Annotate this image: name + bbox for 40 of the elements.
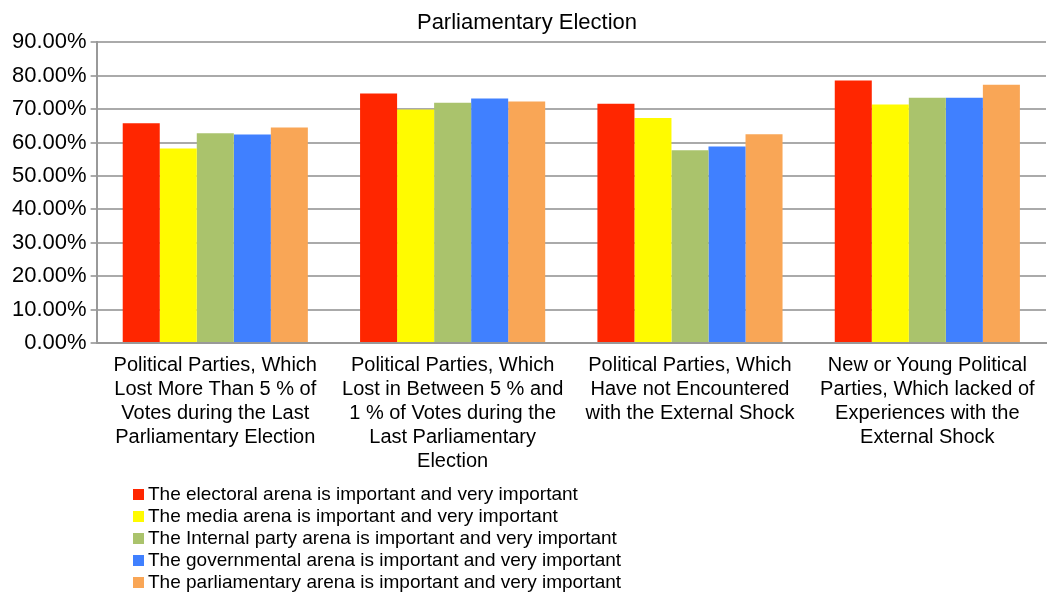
- x-tick-label: Political Parties, Which Have not Encountered with the External Shock: [584, 352, 796, 423]
- legend-label: The electoral arena is important and very important: [148, 483, 578, 505]
- bar: [745, 134, 783, 342]
- bar: [871, 104, 909, 342]
- bar: [159, 148, 197, 342]
- bar: [634, 117, 672, 342]
- y-tick-label: 0.00%: [24, 329, 87, 355]
- legend-label: The governmental arena is important and very important: [148, 549, 622, 571]
- bar: [360, 93, 398, 342]
- bar: [196, 133, 234, 342]
- bar: [945, 97, 983, 342]
- bar: [471, 98, 509, 342]
- y-tick-label: 90.00%: [11, 28, 87, 54]
- y-tick-label: 70.00%: [11, 95, 87, 121]
- bar: [508, 101, 546, 342]
- bar: [397, 109, 435, 342]
- x-tick-label: New or Young Political Parties, Which lacked of Experiences with the External Shock: [820, 352, 1036, 447]
- bar: [434, 102, 472, 342]
- y-tick-label: 30.00%: [11, 228, 87, 254]
- legend-label: The media arena is important and very important: [148, 505, 558, 527]
- bar: [834, 80, 872, 342]
- bar: [270, 127, 308, 342]
- chart-title: Parliamentary Election: [416, 9, 638, 35]
- y-tick-label: 60.00%: [11, 128, 87, 154]
- bar: [597, 103, 635, 342]
- y-tick-label: 20.00%: [11, 262, 87, 288]
- y-tick-label: 10.00%: [11, 295, 87, 321]
- bar: [982, 84, 1020, 342]
- x-tick-label: Political Parties, Which Lost in Between 5 % and 1 % of Votes during the Last Parliamentary Election: [342, 352, 564, 471]
- bar: [233, 134, 271, 342]
- bar: [122, 123, 160, 342]
- bar: [671, 150, 709, 342]
- x-tick-label: Political Parties, Which Lost More Than 5 % of Votes during the Last Parliamentary Election: [113, 352, 317, 447]
- legend-label: The parliamentary arena is important and very important: [148, 571, 622, 593]
- y-tick-label: 50.00%: [11, 162, 87, 188]
- y-tick-label: 40.00%: [11, 195, 87, 221]
- bar: [708, 146, 746, 342]
- legend-label: The Internal party arena is important and very important: [148, 527, 617, 549]
- y-tick-label: 80.00%: [11, 61, 87, 87]
- bar: [908, 97, 946, 342]
